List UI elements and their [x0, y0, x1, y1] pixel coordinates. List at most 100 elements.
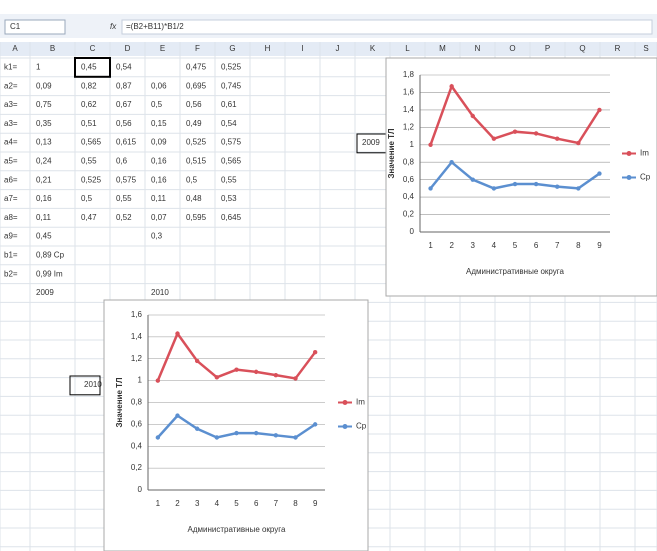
column-header: K	[370, 44, 376, 53]
cell: a8=	[4, 213, 18, 222]
legend-marker	[626, 175, 632, 180]
cell: 0,99 Im	[36, 269, 63, 278]
point	[470, 177, 475, 182]
y-tick-label: 0	[410, 227, 415, 236]
point	[555, 184, 560, 189]
x-tick-label: 2	[449, 241, 454, 250]
x-tick-label: 5	[513, 241, 518, 250]
cell: b1=	[4, 251, 18, 260]
legend-label: Cp	[356, 422, 367, 431]
cell: 0,615	[116, 138, 137, 147]
point	[533, 181, 539, 187]
y-tick-label: 0,4	[131, 441, 143, 450]
y-tick-label: 1	[410, 140, 415, 149]
x-tick-label: 8	[293, 499, 298, 508]
formula-input[interactable]	[121, 19, 653, 35]
y-tick-label: 0	[138, 485, 143, 494]
x-axis-title: Административные округа	[466, 267, 565, 276]
column-header: P	[545, 44, 550, 53]
point	[234, 367, 239, 372]
cell: 0,87	[116, 81, 132, 90]
cell: a2=	[4, 81, 18, 90]
column-header: Q	[579, 44, 585, 53]
name-box[interactable]	[4, 19, 66, 35]
cell: 0,07	[151, 213, 167, 222]
point	[576, 140, 581, 146]
x-tick-label: 9	[313, 499, 318, 508]
x-tick-label: 2	[175, 499, 180, 508]
cell: a4=	[4, 138, 18, 147]
y-tick-label: 1,6	[403, 88, 415, 97]
x-tick-label: 5	[234, 499, 239, 508]
cell: 0,525	[81, 175, 102, 184]
y-axis-title: Значение ТЛ	[387, 128, 396, 178]
point	[555, 136, 560, 141]
cell: 0,62	[81, 100, 97, 109]
cell: a9=	[4, 232, 18, 241]
y-tick-label: 1,4	[131, 332, 143, 341]
cell: 0,16	[151, 175, 167, 184]
cell: 0,45	[36, 232, 52, 241]
column-header: O	[509, 44, 515, 53]
legend-marker	[342, 424, 348, 429]
x-axis-title: Административные округа	[188, 525, 287, 534]
point	[470, 113, 475, 119]
cell: 0,35	[36, 119, 52, 128]
cell: 0,09	[36, 81, 52, 90]
column-header: G	[229, 44, 235, 53]
y-tick-label: 0,8	[403, 157, 415, 166]
point	[449, 84, 454, 89]
point	[253, 369, 259, 375]
cell: 0,51	[81, 119, 97, 128]
cell: 0,16	[151, 157, 167, 166]
x-tick-label: 1	[156, 499, 161, 508]
point	[428, 186, 433, 191]
cell: 0,515	[186, 157, 207, 166]
cell: 0,525	[221, 63, 242, 72]
point	[273, 433, 279, 438]
active-cell	[74, 57, 111, 78]
cell: 0,745	[221, 81, 242, 90]
cell: 0,09	[151, 138, 167, 147]
cell: 0,5	[186, 175, 198, 184]
cell: 0,6	[116, 157, 128, 166]
cell: 0,52	[116, 213, 132, 222]
x-tick-label: 3	[471, 241, 476, 250]
point	[449, 160, 454, 165]
y-tick-label: 1,4	[403, 105, 415, 114]
fx: fx	[110, 22, 117, 31]
y-tick-label: 0,4	[403, 192, 415, 201]
cell: 0,49	[186, 119, 202, 128]
point	[597, 107, 602, 113]
cell: 0,15	[151, 119, 167, 128]
cell: 0,53	[221, 194, 237, 203]
column-header: A	[12, 44, 18, 53]
point	[273, 372, 279, 378]
y-tick-label: 0,2	[131, 463, 143, 472]
point	[293, 435, 298, 440]
cell: 0,575	[116, 175, 137, 184]
point	[512, 181, 518, 187]
point	[253, 430, 259, 436]
cell: 0,11	[36, 213, 52, 222]
cell: 0,595	[186, 213, 207, 222]
column-header: I	[301, 44, 303, 53]
point	[194, 426, 200, 431]
column-header: C	[90, 44, 96, 53]
column-header: F	[195, 44, 200, 53]
point	[155, 378, 161, 383]
x-tick-label: 7	[274, 499, 279, 508]
y-tick-label: 1,2	[403, 122, 415, 131]
cell: 0,56	[116, 119, 132, 128]
cell: 0,55	[221, 175, 237, 184]
cell: 0,55	[116, 194, 132, 203]
column-header: R	[615, 44, 621, 53]
legend-marker	[342, 400, 348, 405]
legend-marker	[626, 151, 632, 156]
cell: 0,54	[116, 63, 132, 72]
legend-label: Im	[640, 149, 649, 158]
y-tick-label: 0,6	[131, 419, 143, 428]
cell: a7=	[4, 194, 18, 203]
cell: a6=	[4, 175, 18, 184]
